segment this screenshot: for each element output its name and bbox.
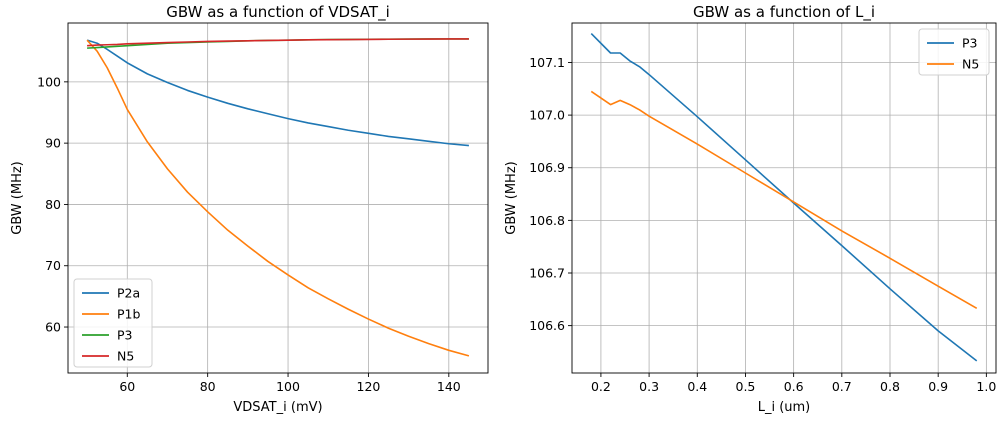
x-tick-label: 120: [357, 379, 381, 394]
x-tick-label: 0.4: [687, 379, 707, 394]
x-tick-label: 0.2: [591, 379, 611, 394]
series-line-p3: [590, 32, 978, 362]
x-tick-label: 0.5: [736, 379, 756, 394]
x-tick-label: 0.8: [880, 379, 900, 394]
chart-left: 60 80 100 120 140 60 70 80 90 100 GBW as a functio…: [10, 3, 489, 415]
x-tick-label: 80: [200, 379, 216, 394]
series-line-n5: [87, 38, 469, 47]
legend-label-p2a: P2a: [117, 286, 140, 301]
series-line-p2a: [86, 39, 469, 147]
legend-label-p3: P3: [962, 36, 978, 51]
x-axis-label: L_i (um): [758, 400, 811, 415]
x-tick-label: 60: [119, 379, 135, 394]
x-tick-label: 100: [276, 379, 300, 394]
y-tick-label: 106.8: [529, 213, 565, 228]
y-tick-label: 80: [45, 197, 61, 212]
x-tick-label: 0.6: [784, 379, 804, 394]
plot-frame: [67, 22, 489, 374]
y-tick-label: 90: [45, 136, 61, 151]
x-tick-label: 140: [437, 379, 461, 394]
x-axis-label: VDSAT_i (mV): [233, 400, 322, 415]
legend-label-n5: N5: [117, 349, 134, 364]
legend-label-n5: N5: [962, 57, 979, 72]
x-tick-label: 0.9: [928, 379, 948, 394]
chart-title: GBW as a function of L_i: [693, 3, 875, 22]
legend-box: [73, 278, 153, 368]
y-tick-label: 60: [45, 320, 61, 335]
chart-right: 0.2 0.3 0.4 0.5 0.6 0.7 0.8 0.9 1.0 106.6 106.7 106…: [504, 3, 997, 415]
y-axis-label: GBW (MHz): [504, 161, 519, 234]
y-tick-label: 106.7: [529, 266, 565, 281]
grid: [572, 23, 996, 373]
legend-label-p3: P3: [117, 328, 133, 343]
x-tick-label: 1.0: [976, 379, 996, 394]
x-tick-label: 0.3: [639, 379, 659, 394]
y-tick-label: 100: [37, 74, 61, 89]
y-tick-label: 106.6: [529, 318, 565, 333]
plot-frame: [571, 22, 997, 374]
y-tick-label: 106.9: [529, 160, 565, 175]
legend-label-p1b: P1b: [117, 307, 140, 322]
y-axis-label: GBW (MHz): [10, 161, 25, 234]
y-tick-label: 107.0: [529, 108, 565, 123]
y-tick-label: 107.1: [529, 55, 565, 70]
series-line-p1b: [86, 39, 470, 357]
y-tick-label: 70: [45, 258, 61, 273]
x-tick-label: 0.7: [832, 379, 852, 394]
legend: P2a P1b P3 N5: [73, 278, 153, 368]
series-line-n5: [590, 90, 978, 309]
chart-title: GBW as a function of VDSAT_i: [166, 3, 390, 22]
